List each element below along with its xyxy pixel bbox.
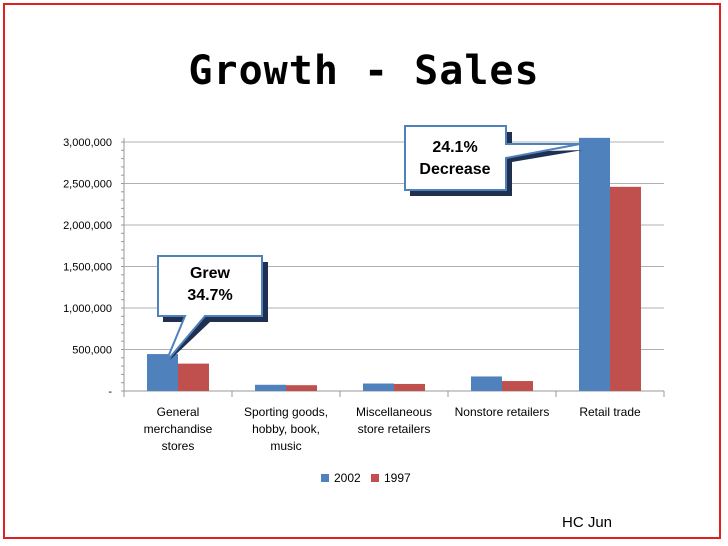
y-tick-label: 1,500,000 — [63, 262, 112, 274]
callout-text: 24.1% — [432, 139, 477, 156]
callout-box-grew — [157, 255, 263, 363]
y-tick-label: 1,000,000 — [63, 303, 112, 315]
y-tick-label: 2,000,000 — [63, 220, 112, 232]
slide-frame — [3, 3, 721, 539]
category-label: hobby, book, — [252, 422, 320, 436]
category-label: Sporting goods, — [244, 405, 328, 419]
category-label: merchandise — [144, 422, 213, 436]
category-label: music — [270, 439, 301, 453]
slide-title: Growth - Sales — [188, 48, 540, 94]
y-tick-label: 3,000,000 — [63, 137, 112, 149]
bar-1997 — [394, 383, 425, 391]
bar-2002 — [579, 137, 610, 391]
legend-label-2002: 2002 — [334, 471, 361, 485]
bar-2002 — [147, 354, 178, 391]
callout-text: 34.7% — [187, 287, 232, 304]
y-tick-label: 2,500,000 — [63, 179, 112, 191]
bar-1997 — [286, 385, 317, 391]
callout-text: Grew — [190, 265, 231, 282]
author-credit: HC Jun — [562, 514, 613, 531]
category-label: Retail trade — [579, 405, 641, 419]
callout-text: Decrease — [419, 161, 490, 178]
callout-box-decrease — [404, 125, 581, 191]
category-label: Miscellaneous — [356, 405, 432, 419]
bar-1997 — [178, 363, 209, 391]
bar-1997 — [610, 186, 641, 391]
y-tick-label: - — [108, 386, 112, 398]
bar-1997 — [502, 381, 533, 391]
category-label: stores — [162, 439, 195, 453]
bar-2002 — [255, 384, 286, 391]
category-label: Nonstore retailers — [455, 405, 550, 419]
category-label: General — [157, 405, 200, 419]
legend-swatch-2002 — [321, 474, 329, 482]
category-label: store retailers — [358, 422, 431, 436]
legend-label-1997: 1997 — [384, 471, 411, 485]
legend-swatch-1997 — [371, 474, 379, 482]
y-tick-label: 500,000 — [72, 345, 112, 357]
bar-2002 — [363, 383, 394, 391]
bar-2002 — [471, 376, 502, 391]
